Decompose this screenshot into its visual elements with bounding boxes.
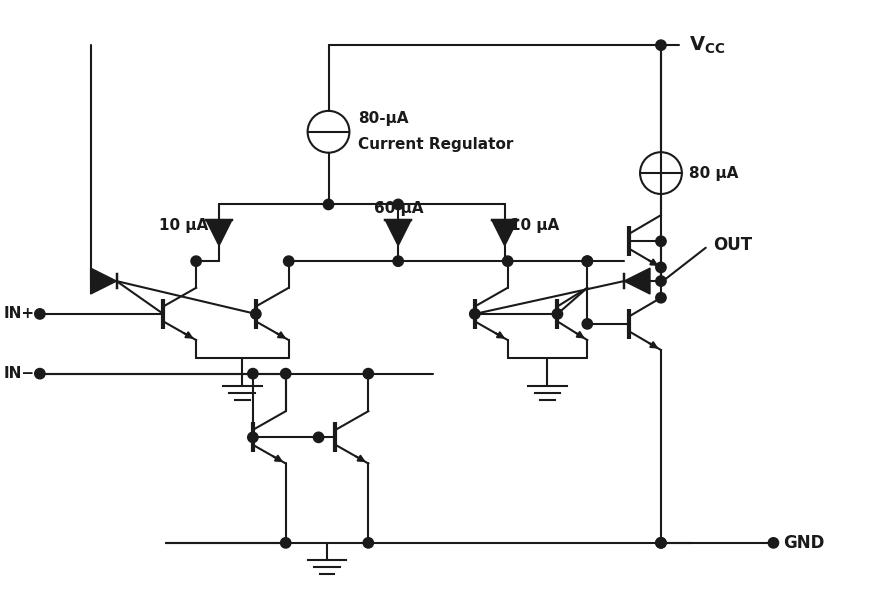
Polygon shape	[385, 220, 411, 246]
Circle shape	[552, 309, 563, 319]
Circle shape	[281, 538, 290, 548]
Text: IN+: IN+	[4, 306, 35, 321]
Circle shape	[655, 293, 666, 303]
Circle shape	[768, 538, 779, 548]
Circle shape	[582, 256, 592, 266]
Circle shape	[655, 40, 666, 50]
Text: GND: GND	[783, 534, 825, 552]
Circle shape	[502, 256, 513, 266]
Circle shape	[655, 538, 666, 548]
Circle shape	[393, 199, 403, 210]
Circle shape	[363, 368, 374, 379]
Circle shape	[582, 256, 592, 266]
Circle shape	[655, 236, 666, 246]
Circle shape	[655, 276, 666, 286]
Text: 80-μA: 80-μA	[359, 111, 409, 126]
Polygon shape	[91, 268, 116, 294]
Circle shape	[281, 368, 290, 379]
Circle shape	[313, 432, 324, 442]
Circle shape	[582, 319, 592, 329]
Circle shape	[284, 256, 294, 266]
Circle shape	[470, 309, 480, 319]
Text: 10 μA: 10 μA	[159, 218, 208, 234]
Text: $\mathbf{V_{CC}}$: $\mathbf{V_{CC}}$	[689, 35, 725, 56]
Circle shape	[191, 256, 201, 266]
Polygon shape	[624, 268, 650, 294]
Text: 60 μA: 60 μA	[374, 201, 424, 216]
Circle shape	[250, 309, 261, 319]
Polygon shape	[492, 220, 518, 246]
Text: Current Regulator: Current Regulator	[359, 137, 514, 152]
Circle shape	[655, 538, 666, 548]
Circle shape	[393, 256, 403, 266]
Circle shape	[35, 309, 45, 319]
Text: OUT: OUT	[713, 236, 752, 254]
Circle shape	[35, 368, 45, 379]
Text: 80 μA: 80 μA	[689, 166, 738, 181]
Circle shape	[324, 199, 333, 210]
Polygon shape	[206, 220, 232, 246]
Circle shape	[248, 368, 258, 379]
Circle shape	[655, 262, 666, 272]
Text: IN−: IN−	[4, 366, 35, 381]
Circle shape	[248, 432, 258, 442]
Circle shape	[363, 538, 374, 548]
Text: 10 μA: 10 μA	[509, 218, 559, 234]
